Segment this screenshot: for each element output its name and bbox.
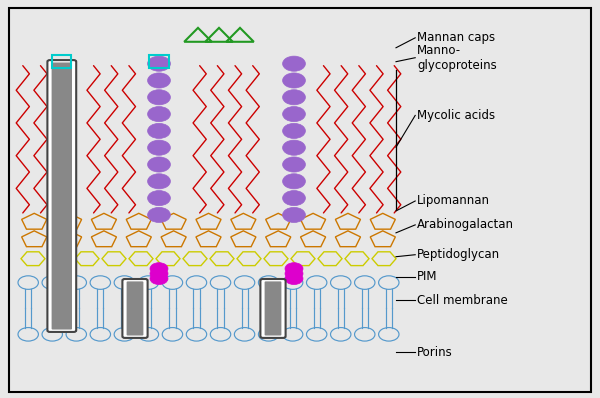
Circle shape	[148, 73, 170, 88]
Circle shape	[283, 56, 305, 71]
Circle shape	[283, 174, 305, 189]
Text: Manno-
glycoproteins: Manno- glycoproteins	[417, 44, 497, 72]
Circle shape	[148, 157, 170, 172]
Text: Porins: Porins	[417, 346, 453, 359]
Circle shape	[148, 90, 170, 105]
Circle shape	[150, 263, 168, 275]
FancyBboxPatch shape	[47, 60, 76, 332]
Circle shape	[148, 207, 170, 222]
Circle shape	[150, 273, 168, 285]
Circle shape	[283, 123, 305, 139]
Circle shape	[283, 90, 305, 105]
FancyBboxPatch shape	[122, 279, 148, 338]
Circle shape	[283, 73, 305, 88]
Circle shape	[283, 157, 305, 172]
Bar	[149, 55, 169, 68]
Circle shape	[148, 140, 170, 155]
FancyBboxPatch shape	[265, 281, 281, 336]
Circle shape	[283, 140, 305, 155]
Text: PIM: PIM	[417, 270, 437, 283]
Circle shape	[148, 174, 170, 189]
Text: Peptidoglycan: Peptidoglycan	[417, 248, 500, 261]
Circle shape	[148, 107, 170, 122]
Circle shape	[285, 273, 303, 285]
Circle shape	[285, 263, 303, 275]
Circle shape	[285, 267, 303, 279]
Circle shape	[148, 123, 170, 139]
Text: Mannan caps: Mannan caps	[417, 31, 495, 44]
FancyBboxPatch shape	[127, 281, 143, 336]
Circle shape	[283, 107, 305, 122]
Circle shape	[148, 56, 170, 71]
FancyBboxPatch shape	[52, 62, 72, 330]
Circle shape	[150, 267, 168, 279]
Circle shape	[283, 191, 305, 206]
Circle shape	[283, 207, 305, 222]
Bar	[52, 55, 71, 68]
Text: Lipomannan: Lipomannan	[417, 195, 490, 207]
Text: Arabinogalactan: Arabinogalactan	[417, 219, 514, 231]
FancyBboxPatch shape	[260, 279, 286, 338]
Text: Mycolic acids: Mycolic acids	[417, 109, 495, 122]
Text: Cell membrane: Cell membrane	[417, 294, 508, 307]
Circle shape	[148, 191, 170, 206]
